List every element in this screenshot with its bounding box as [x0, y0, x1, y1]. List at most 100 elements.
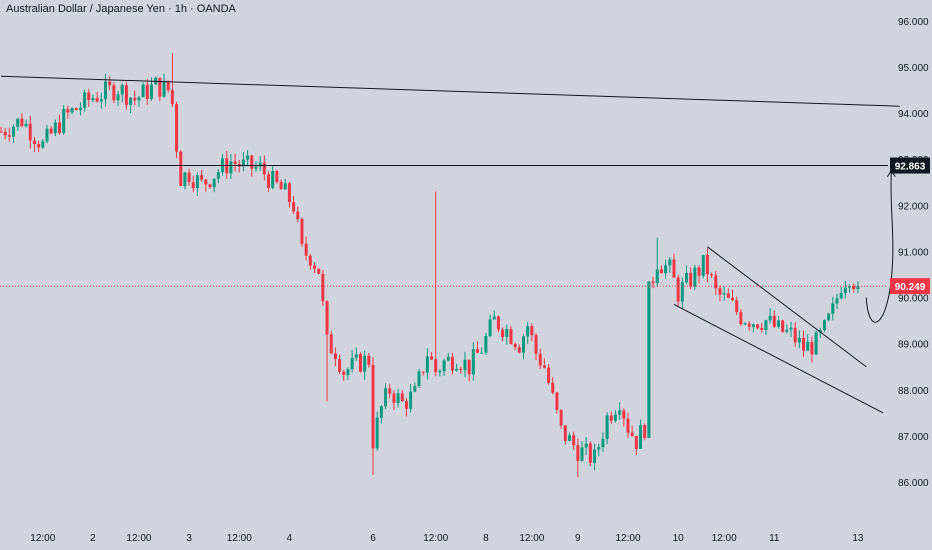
- candle-body: [789, 327, 793, 330]
- candle: [175, 101, 179, 159]
- candle: [597, 443, 601, 457]
- candle: [333, 347, 337, 367]
- candle: [822, 319, 826, 332]
- candle-body: [735, 300, 739, 313]
- candle: [476, 341, 480, 353]
- candle-body: [262, 162, 266, 175]
- candle: [856, 281, 860, 294]
- candle-body: [505, 329, 509, 337]
- candle: [342, 369, 346, 381]
- candle-body: [388, 388, 392, 394]
- projection-curve[interactable]: [865, 170, 894, 323]
- candle-body: [45, 128, 49, 142]
- candle-body: [580, 447, 584, 461]
- price-tick-label: 96.000: [898, 17, 929, 28]
- candle-body: [91, 98, 95, 101]
- candle-body: [697, 267, 701, 276]
- resistance-trendline[interactable]: [0, 75, 900, 107]
- candle: [814, 330, 818, 356]
- candle-body: [74, 108, 78, 110]
- candle-body: [726, 293, 730, 298]
- candle: [28, 115, 32, 149]
- candle-body: [710, 274, 714, 276]
- candle: [743, 322, 747, 326]
- time-axis[interactable]: 12:00 2 12:00 3 12:00 4 6 12:00 8 12:00 9 12:00 10 12…: [30, 533, 864, 544]
- candle-body: [722, 293, 726, 295]
- candle-body: [317, 268, 321, 274]
- time-tick-label: 12:00: [126, 533, 151, 544]
- candle: [430, 351, 434, 360]
- price-tick-label: 86.000: [898, 478, 929, 489]
- candle: [471, 342, 475, 381]
- time-tick-label: 2: [90, 533, 96, 544]
- candle-body: [818, 330, 822, 333]
- candle-body: [747, 323, 751, 327]
- candle: [735, 296, 739, 316]
- candle: [542, 358, 546, 369]
- candle: [509, 326, 513, 345]
- candle: [764, 319, 768, 335]
- candle: [567, 432, 571, 442]
- candle-body: [70, 108, 74, 113]
- candle-body: [371, 364, 375, 449]
- candle-body: [333, 353, 337, 360]
- candle: [304, 236, 308, 261]
- candle-body: [338, 359, 342, 372]
- candle: [354, 347, 358, 362]
- candle-body: [271, 170, 275, 189]
- channel-lower-line[interactable]: [673, 304, 884, 414]
- candle-body: [141, 84, 145, 98]
- candle-body: [241, 159, 245, 167]
- candle-body: [768, 315, 772, 321]
- candle-body: [639, 425, 643, 449]
- candle-body: [229, 161, 233, 174]
- candle: [664, 259, 668, 279]
- candle: [848, 284, 852, 293]
- candle: [83, 89, 87, 112]
- candle-body: [814, 332, 818, 355]
- candle: [697, 265, 701, 284]
- candle-body: [425, 356, 429, 373]
- candle: [630, 425, 634, 437]
- candle: [112, 82, 116, 104]
- candle-body: [430, 356, 434, 360]
- candle-body: [668, 259, 672, 266]
- candle-body: [396, 393, 400, 404]
- candle-body: [634, 435, 638, 449]
- candle: [463, 351, 467, 378]
- candle-body: [689, 272, 693, 287]
- candle-body: [12, 126, 16, 137]
- price-axis[interactable]: 86.000 87.000 88.000 89.000 90.000 91.000 92.0…: [890, 17, 930, 489]
- candle-body: [484, 336, 488, 353]
- candle: [835, 293, 839, 310]
- last-price-tag: 90.249: [890, 278, 930, 295]
- candle: [287, 181, 291, 208]
- candle: [154, 76, 158, 85]
- candle: [183, 171, 187, 190]
- time-tick-label: 9: [575, 533, 581, 544]
- candle: [396, 389, 400, 408]
- candle-body: [835, 298, 839, 304]
- candle: [526, 321, 530, 344]
- candle: [785, 324, 789, 334]
- candle: [392, 390, 396, 410]
- candle-body: [62, 108, 66, 133]
- candle-body: [53, 122, 57, 134]
- time-tick-label: 11: [769, 533, 780, 544]
- candle-body: [283, 183, 287, 190]
- candle: [693, 264, 697, 290]
- candle: [501, 327, 505, 342]
- candle-body: [655, 269, 659, 284]
- candle: [701, 254, 705, 279]
- candle: [710, 272, 714, 279]
- candle: [538, 348, 542, 370]
- candle-body: [718, 288, 722, 295]
- candle: [680, 277, 684, 308]
- candle: [120, 82, 124, 103]
- candle: [446, 352, 450, 362]
- candle-body: [158, 77, 162, 97]
- candle: [292, 195, 296, 215]
- channel-upper-line[interactable]: [707, 246, 867, 368]
- candle-body: [200, 175, 204, 180]
